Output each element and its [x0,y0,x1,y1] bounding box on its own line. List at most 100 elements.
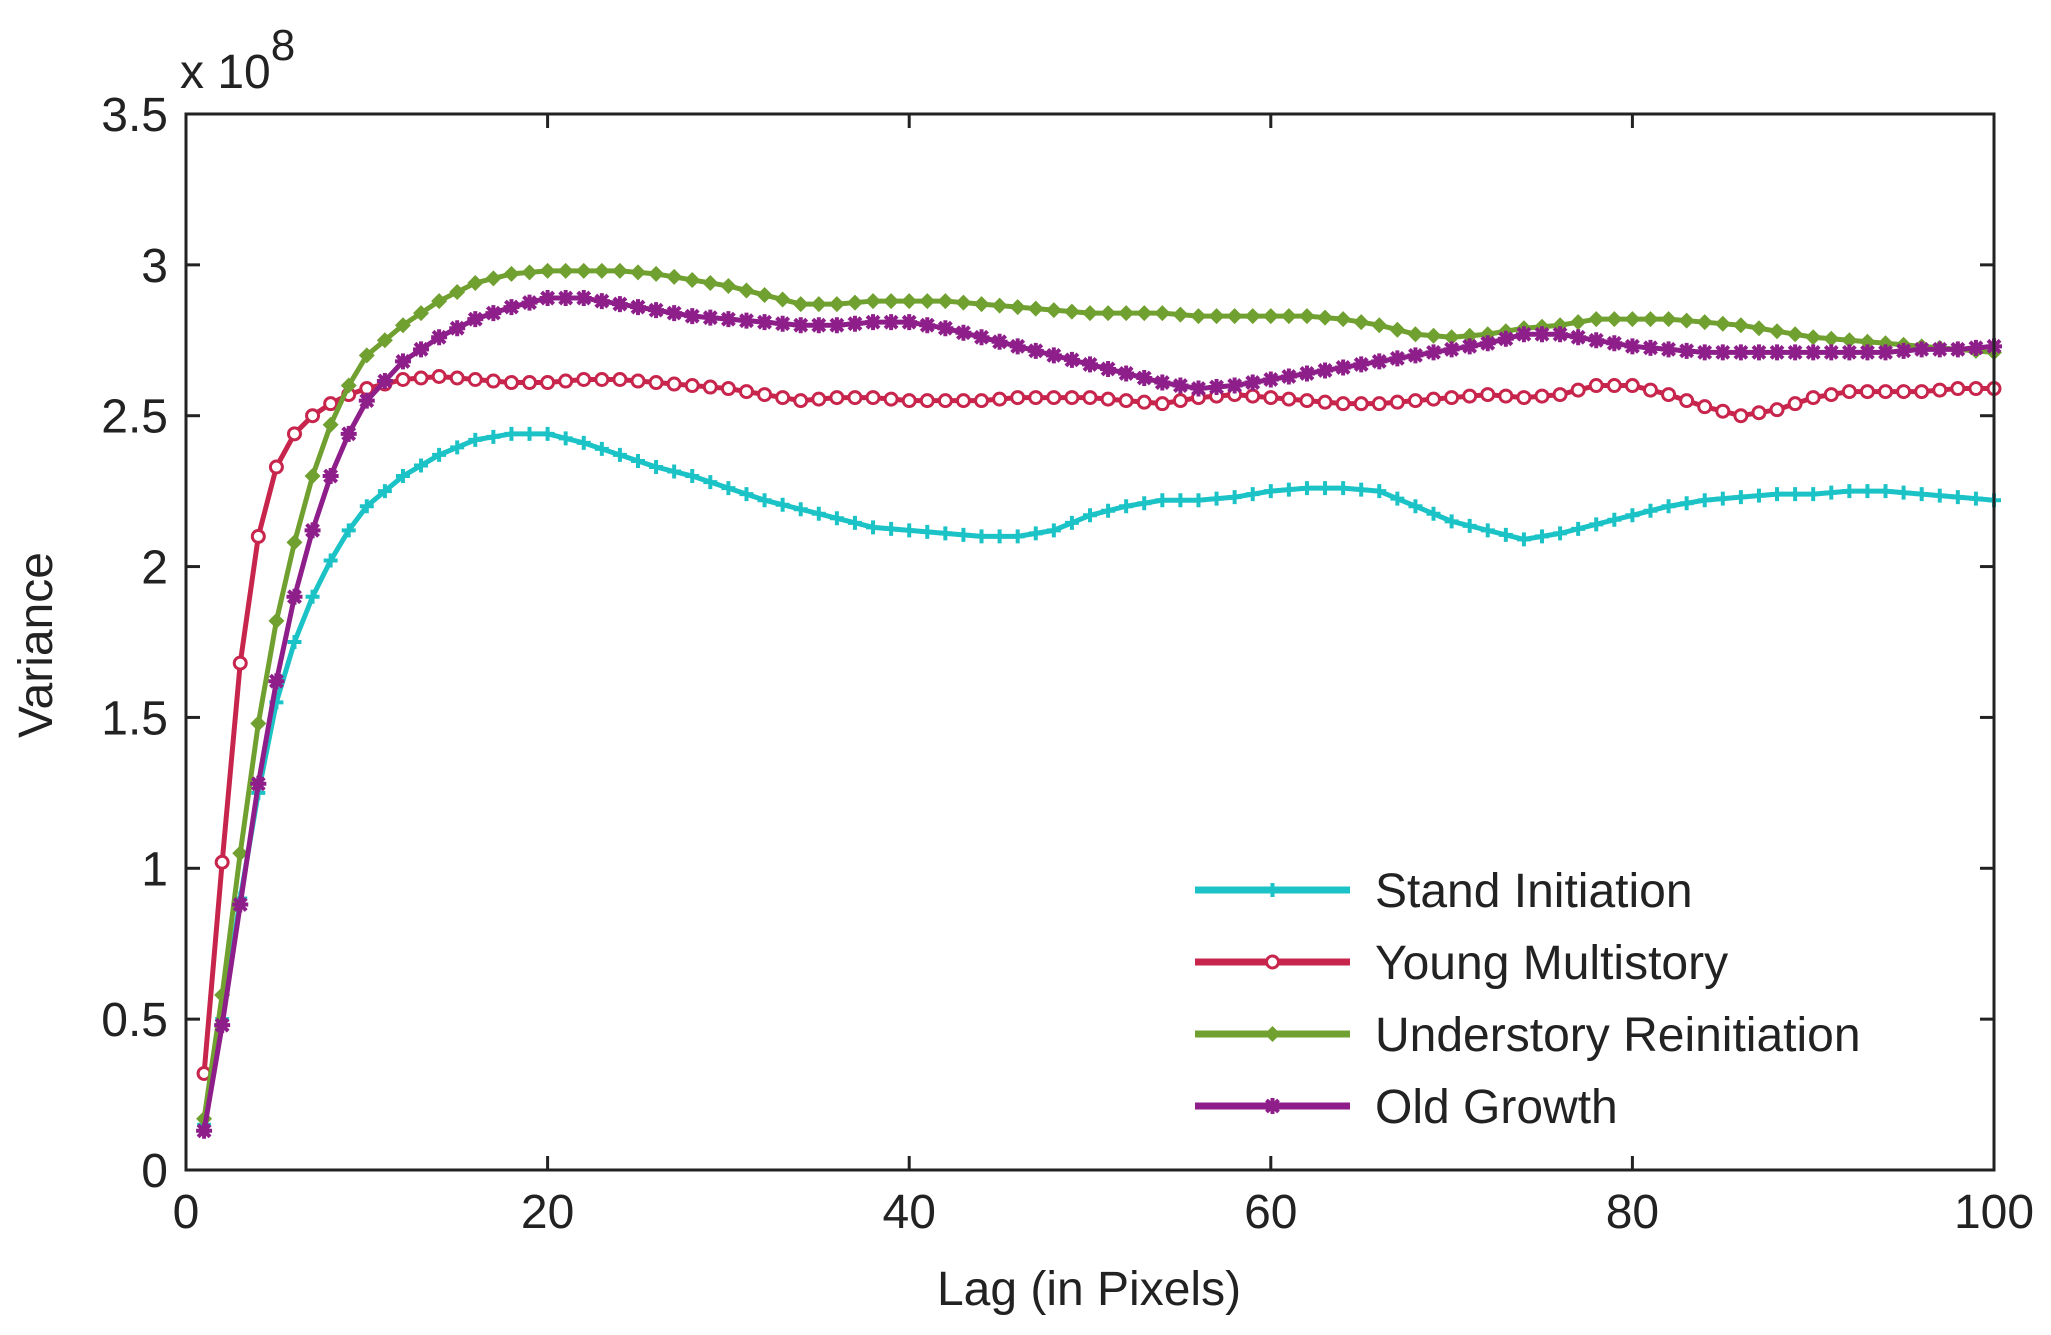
data-point [1660,311,1677,328]
data-point [865,390,881,406]
data-point [322,416,339,433]
data-point [1878,384,1894,400]
data-point [1281,482,1296,497]
data-point [793,502,808,517]
data-point [1063,351,1080,368]
data-point [431,293,448,310]
data-point [1462,388,1478,404]
data-point [413,370,429,386]
data-point [1624,378,1640,394]
data-point [250,775,267,792]
data-point [901,293,918,310]
data-point [1118,393,1134,409]
data-point [576,372,592,388]
data-point [1750,320,1767,337]
data-point [305,408,321,424]
data-point [1552,387,1568,403]
data-point [1805,329,1822,346]
data-point [1027,342,1044,359]
data-point [720,381,736,397]
data-point [1265,954,1280,970]
data-point [1769,323,1786,340]
data-point [1407,347,1424,364]
y-tick-label: 1 [141,843,168,896]
data-point [1896,384,1912,400]
data-point [666,376,682,392]
data-point [323,396,339,412]
data-point [738,312,755,329]
data-point [594,372,610,388]
data-point [883,391,899,407]
data-point [901,314,918,331]
data-point [268,459,284,475]
data-point [305,589,320,604]
data-point [450,440,465,455]
data-point [1009,299,1026,316]
data-point [1190,380,1207,397]
data-point [955,294,972,311]
data-point [666,268,683,285]
data-point [1842,484,1857,499]
data-point [1082,356,1098,373]
data-point [1408,499,1423,514]
data-point [757,493,772,508]
legend-label: Stand Initiation [1375,865,1693,918]
data-point [919,317,936,334]
data-point [594,441,609,456]
data-point [1317,362,1334,379]
data-point [467,274,484,291]
data-point [810,296,827,313]
data-point [1137,496,1152,511]
data-point [503,375,519,391]
data-point [684,378,700,394]
data-point [1534,388,1550,404]
data-point [1191,493,1206,508]
data-point [1444,390,1460,406]
data-point [630,299,646,316]
data-point [1479,335,1496,352]
data-point [738,282,755,299]
x-axis-title: Lag (in Pixels) [937,1263,1241,1316]
data-point [648,265,665,282]
data-point [1009,338,1026,355]
data-point [1769,402,1785,418]
y-tick-label: 1.5 [101,692,168,745]
data-point [286,588,303,605]
data-point [1950,490,1965,505]
data-point [1208,379,1225,396]
data-point [1497,330,1514,347]
data-point [1371,317,1388,334]
data-point [1046,523,1061,538]
data-point [1100,391,1116,407]
data-point [340,425,357,442]
data-point [431,329,448,346]
plot-lines [196,262,2002,1139]
data-point [576,435,591,450]
data-point [919,393,935,409]
data-point [1118,365,1135,382]
data-point [395,469,410,484]
data-point [1262,371,1279,388]
data-point [937,293,954,310]
data-point [792,296,809,313]
series-young-multistory [196,368,2002,1081]
data-point [973,329,990,346]
data-point [504,426,519,441]
data-point [1661,499,1676,514]
x-tick-label: 100 [1954,1186,2034,1239]
x-tick-label: 40 [883,1186,936,1239]
data-point [649,460,664,475]
data-point [1498,388,1514,404]
legend-entry: Young Multistory [1195,937,1728,990]
data-point [1896,485,1911,500]
data-point [486,429,501,444]
data-point [394,317,411,334]
data-point [1770,487,1785,502]
data-point [739,487,754,502]
data-point [1299,481,1314,496]
y-tick-label: 2.5 [101,391,168,444]
data-point [413,305,430,322]
data-point [1696,344,1713,361]
data-point [1932,488,1947,503]
data-point [1010,529,1025,544]
